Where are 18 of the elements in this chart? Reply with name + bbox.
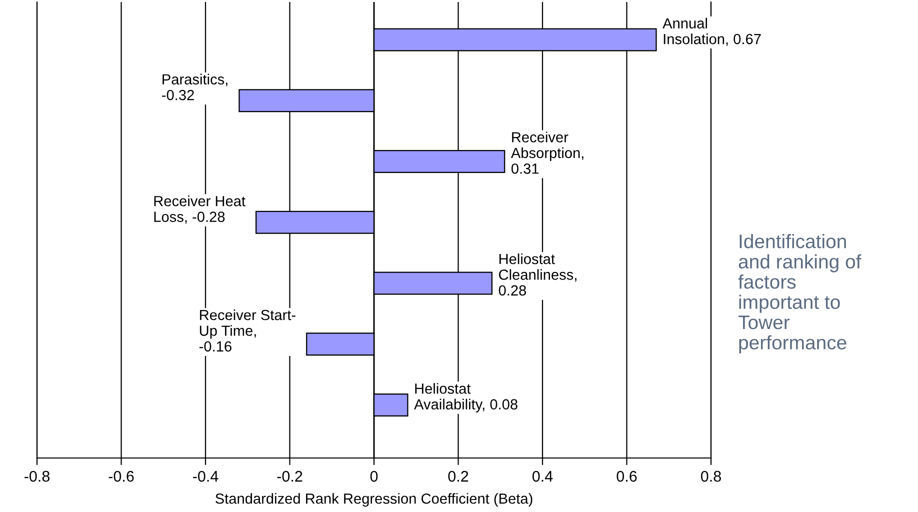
y-tick-label: Heliostat Availability, 0.08: [414, 383, 518, 412]
x-tick-label: -0.6: [108, 470, 134, 482]
x-tick-label: 0: [370, 470, 378, 482]
x-tick-label: 0.6: [616, 470, 637, 482]
x-tick-label: 0.2: [448, 470, 468, 482]
x-tick-label: 0.8: [700, 470, 721, 482]
x-tick-label: -0.2: [277, 470, 302, 482]
y-tick-label: Annual Insolation, 0.67: [662, 18, 761, 46]
x-tick-label: -0.4: [193, 470, 218, 482]
x-tick-label: 0.4: [532, 470, 553, 482]
text: Identification and ranking of factors important to Tower performance: [738, 234, 862, 354]
y-tick-label: Receiver Absorption, 0.31: [510, 132, 584, 174]
x-axis-title: Standardized Rank Regression Coefficient (Beta): [216, 493, 532, 507]
y-tick-label: Heliostat Cleanliness, 0.28: [498, 253, 576, 296]
y-tick-label: Receiver Heat Loss, -0.28: [154, 196, 246, 224]
y-tick-label: Parasitics, -0.32: [162, 74, 228, 100]
y-tick-label: Receiver Start- Up Time, -0.16: [199, 309, 296, 352]
x-tick-label: -0.8: [24, 470, 50, 482]
